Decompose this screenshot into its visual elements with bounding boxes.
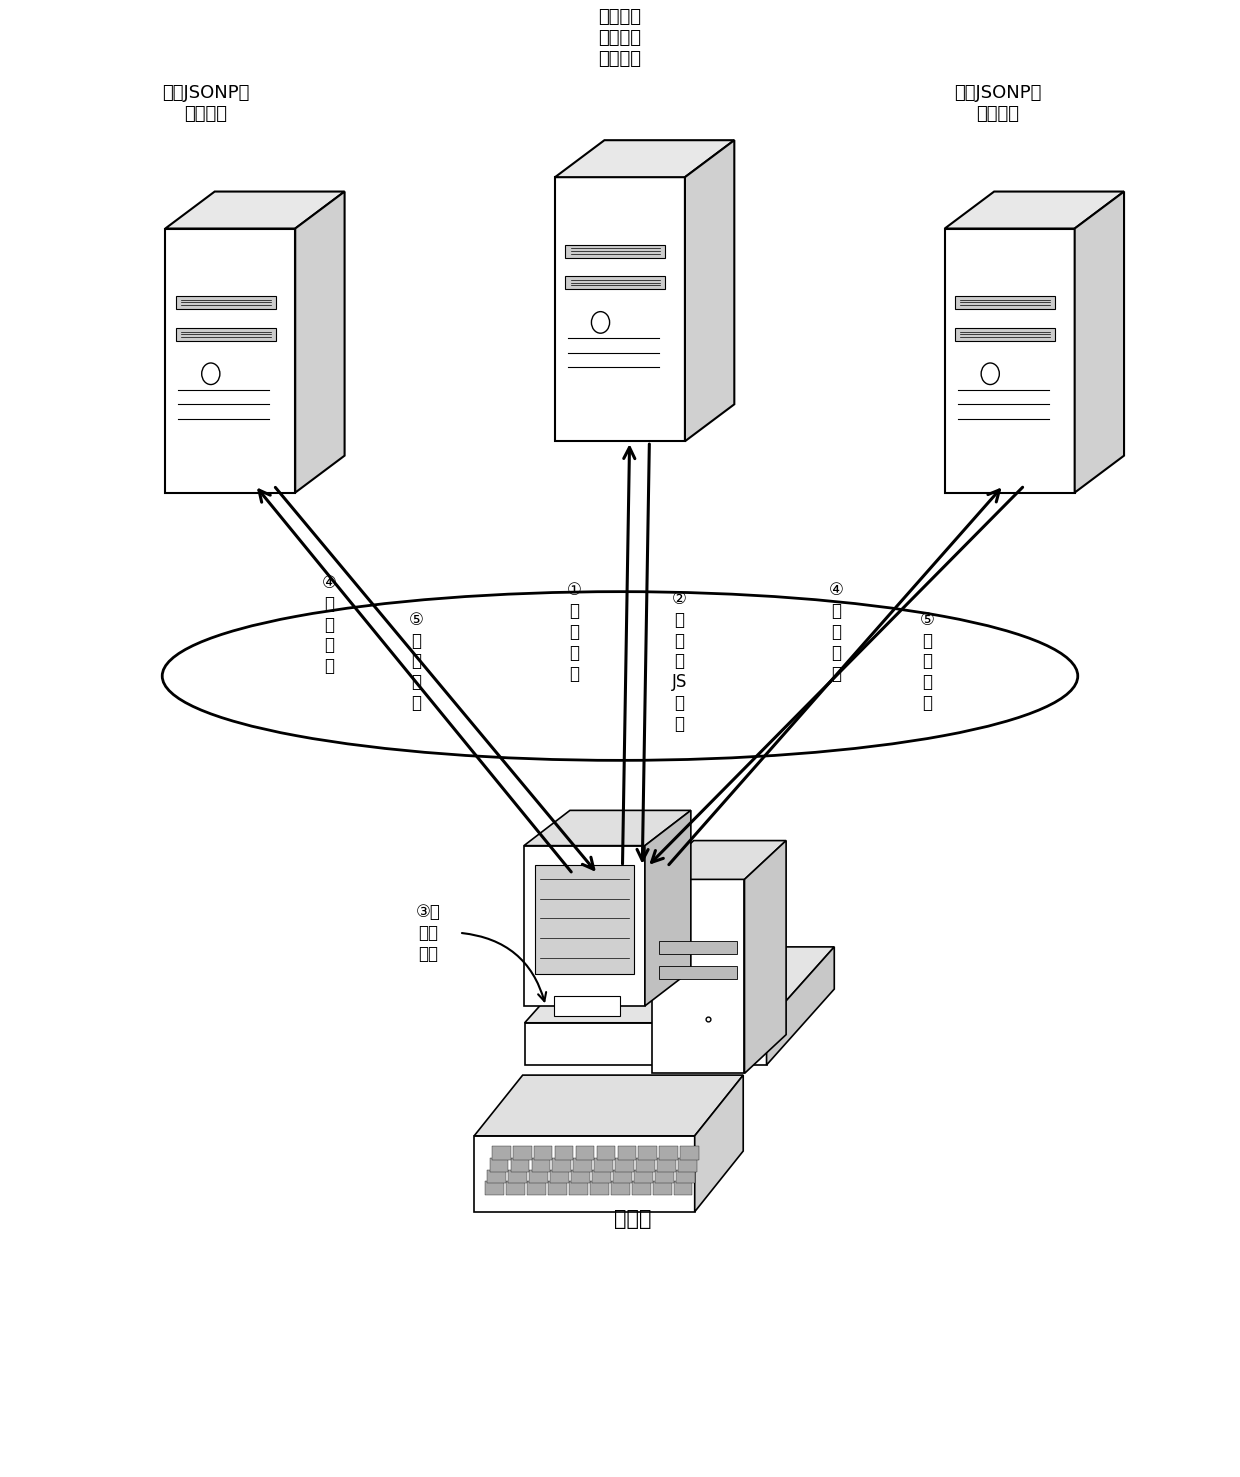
Text: ④
正
常
访
问: ④ 正 常 访 问 — [322, 575, 337, 675]
Polygon shape — [744, 840, 786, 1074]
Polygon shape — [485, 1182, 503, 1195]
Polygon shape — [176, 328, 275, 341]
Polygon shape — [636, 1158, 655, 1171]
Text: 植入恶意
代码的网
站服务器: 植入恶意 代码的网 站服务器 — [599, 7, 641, 68]
Polygon shape — [945, 229, 1075, 493]
Circle shape — [981, 363, 999, 384]
Polygon shape — [639, 1146, 657, 1159]
Polygon shape — [678, 1158, 697, 1171]
Polygon shape — [766, 947, 835, 1065]
Polygon shape — [165, 192, 345, 229]
Polygon shape — [525, 1022, 766, 1065]
Polygon shape — [525, 947, 835, 1022]
Polygon shape — [681, 1146, 699, 1159]
Polygon shape — [660, 941, 737, 954]
Polygon shape — [634, 1170, 652, 1183]
Polygon shape — [553, 1158, 572, 1171]
Polygon shape — [945, 192, 1123, 229]
Polygon shape — [676, 1170, 694, 1183]
Polygon shape — [596, 1146, 615, 1159]
Polygon shape — [506, 1182, 525, 1195]
Polygon shape — [527, 1182, 546, 1195]
Polygon shape — [474, 1075, 743, 1136]
Polygon shape — [684, 140, 734, 442]
Polygon shape — [487, 1170, 506, 1183]
Polygon shape — [525, 811, 691, 846]
Polygon shape — [593, 1170, 611, 1183]
Polygon shape — [534, 866, 634, 973]
Polygon shape — [569, 1182, 588, 1195]
Circle shape — [202, 363, 219, 384]
Polygon shape — [551, 1170, 569, 1183]
Polygon shape — [618, 1146, 636, 1159]
Polygon shape — [556, 140, 734, 177]
Polygon shape — [565, 245, 666, 257]
Polygon shape — [611, 1182, 630, 1195]
Text: 具有JSONP接
口的站点: 具有JSONP接 口的站点 — [954, 84, 1042, 123]
Polygon shape — [575, 1146, 594, 1159]
Polygon shape — [955, 295, 1055, 309]
Polygon shape — [657, 1158, 676, 1171]
Polygon shape — [554, 1146, 573, 1159]
Polygon shape — [565, 276, 666, 289]
Polygon shape — [660, 1146, 678, 1159]
Polygon shape — [590, 1182, 609, 1195]
Polygon shape — [513, 1146, 532, 1159]
Polygon shape — [632, 1182, 651, 1195]
Polygon shape — [295, 192, 345, 493]
Text: ⑤
返
回
信
息: ⑤ 返 回 信 息 — [408, 610, 423, 712]
Polygon shape — [525, 846, 645, 1006]
Polygon shape — [594, 1158, 613, 1171]
Polygon shape — [474, 1136, 694, 1211]
Text: 目标机: 目标机 — [614, 1208, 651, 1229]
Polygon shape — [553, 997, 620, 1016]
Polygon shape — [573, 1158, 593, 1171]
Polygon shape — [694, 1075, 743, 1211]
Polygon shape — [529, 1170, 548, 1183]
Polygon shape — [176, 295, 275, 309]
Polygon shape — [533, 1146, 553, 1159]
Text: ①
正
常
访
问: ① 正 常 访 问 — [567, 582, 582, 682]
Text: 具有JSONP接
口的站点: 具有JSONP接 口的站点 — [162, 84, 249, 123]
Polygon shape — [508, 1170, 527, 1183]
Polygon shape — [511, 1158, 529, 1171]
Polygon shape — [655, 1170, 673, 1183]
Polygon shape — [548, 1182, 567, 1195]
Polygon shape — [645, 811, 691, 1006]
Text: ③处
理并
执行: ③处 理并 执行 — [415, 902, 440, 963]
Polygon shape — [532, 1158, 551, 1171]
Polygon shape — [492, 1146, 511, 1159]
Polygon shape — [955, 328, 1055, 341]
Polygon shape — [652, 879, 744, 1074]
Polygon shape — [613, 1170, 632, 1183]
Text: ④
正
常
访
问: ④ 正 常 访 问 — [830, 582, 844, 682]
Polygon shape — [556, 177, 684, 442]
Polygon shape — [652, 840, 786, 879]
Polygon shape — [165, 229, 295, 493]
Polygon shape — [660, 966, 737, 979]
Polygon shape — [615, 1158, 634, 1171]
Polygon shape — [572, 1170, 590, 1183]
Polygon shape — [1075, 192, 1123, 493]
Circle shape — [591, 312, 610, 334]
Polygon shape — [673, 1182, 692, 1195]
Polygon shape — [490, 1158, 508, 1171]
Polygon shape — [652, 1182, 672, 1195]
Text: ②
包
含
有
JS
代
码: ② 包 含 有 JS 代 码 — [672, 589, 687, 733]
Text: ⑤
返
回
信
息: ⑤ 返 回 信 息 — [919, 610, 934, 712]
